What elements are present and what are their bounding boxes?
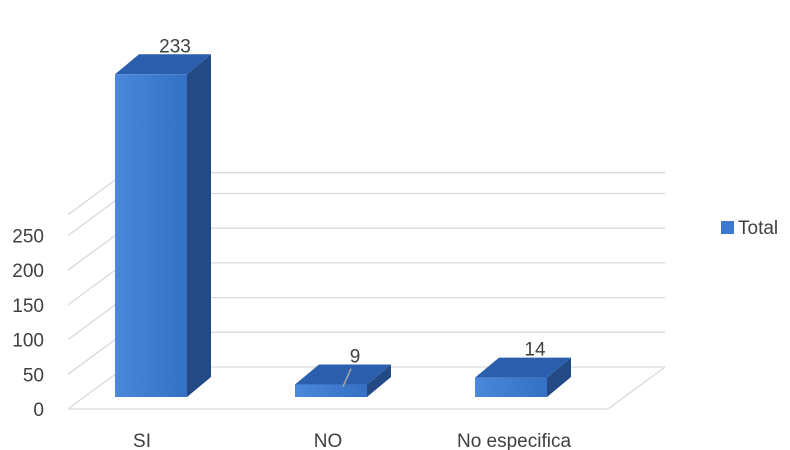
bar-side-face [547, 357, 571, 397]
floor-edge [607, 366, 666, 410]
y-tick-label: 0 [33, 400, 44, 421]
data-label: 9 [350, 347, 361, 368]
bar-front-face [295, 384, 367, 397]
data-label: 14 [524, 340, 546, 361]
bar-front-face [475, 377, 547, 397]
bar-top-face [295, 364, 391, 385]
data-labels: 233 9 14 [159, 36, 546, 387]
bar-front-face [115, 74, 187, 398]
y-tick-label: 50 [23, 365, 44, 386]
legend: Total [721, 218, 778, 239]
data-label: 233 [159, 36, 191, 57]
bar-no-especifica [475, 357, 571, 397]
y-tick-label: 100 [12, 331, 44, 352]
y-axis-tick-labels: 0 50 100 150 200 250 [12, 227, 44, 422]
bar-top-face [115, 54, 211, 75]
x-axis-tick-labels: SI NO No especifica [133, 431, 571, 450]
x-tick-label: NO [314, 431, 343, 450]
y-tick-label: 200 [12, 261, 44, 282]
bar-side-face [367, 364, 391, 397]
bar-no [295, 364, 391, 397]
bar-si [115, 54, 211, 398]
y-tick-label: 250 [12, 227, 44, 248]
data-label-leader [342, 368, 352, 387]
x-tick-label: No especifica [457, 431, 571, 450]
bar-top-face [475, 357, 571, 378]
y-tick-label: 150 [12, 296, 44, 317]
legend-label-total: Total [738, 218, 778, 239]
bars [115, 54, 571, 398]
x-tick-label: SI [133, 431, 151, 450]
bar-side-face [187, 54, 211, 398]
legend-swatch [721, 221, 734, 234]
